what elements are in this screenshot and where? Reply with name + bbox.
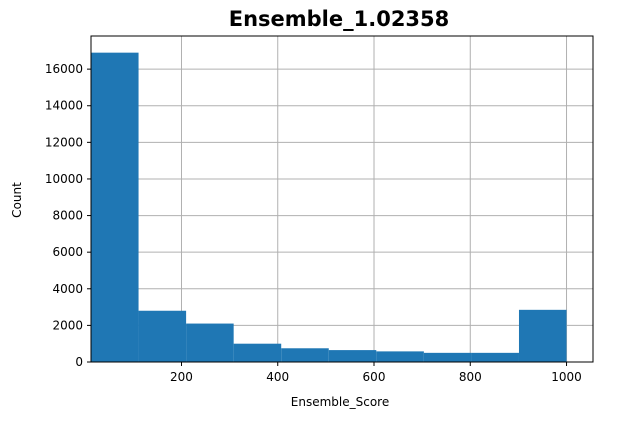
x-tick-label: 400 [266,370,289,384]
x-tick-label: 200 [170,370,193,384]
y-tick-label: 6000 [52,245,83,259]
plot-area-frame [90,35,594,363]
y-axis-label: Count [10,182,24,218]
x-tick-label: 800 [459,370,482,384]
histogram-bar [423,352,472,362]
x-axis-ticks: 200 400 600 800 1000 [170,362,582,384]
histogram-bar [376,351,424,362]
histogram-bar [186,323,234,362]
histogram-bar [328,350,377,362]
histogram-bar [518,309,567,362]
y-tick-label: 16000 [45,62,83,76]
histogram-bar [281,348,329,362]
y-tick-label: 4000 [52,282,83,296]
x-axis-label: Ensemble_Score [291,395,389,409]
y-tick-label: 2000 [52,318,83,332]
histogram-bars [91,52,567,363]
y-tick-label: 12000 [45,135,83,149]
histogram-bar [138,310,187,362]
histogram-bar [471,352,519,362]
histogram-bar [91,52,139,363]
y-axis-ticks: 0 2000 4000 6000 8000 10000 12000 14000 16000 [45,62,91,369]
histogram-bar [233,343,282,362]
y-tick-label: 10000 [45,172,83,186]
x-tick-label: 600 [363,370,386,384]
chart-title: Ensemble_1.02358 [229,7,450,31]
y-tick-label: 0 [75,355,83,369]
x-tick-label: 1000 [551,370,582,384]
y-tick-label: 8000 [52,209,83,223]
y-tick-label: 14000 [45,99,83,113]
